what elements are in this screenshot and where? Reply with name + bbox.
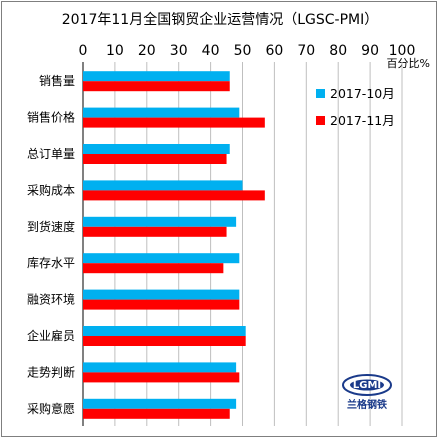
bar-oct	[83, 71, 230, 82]
x-tick-label: 90	[361, 43, 379, 59]
bar-oct	[83, 144, 230, 154]
bar-oct	[83, 253, 240, 264]
category-label: 融资环境	[27, 292, 75, 307]
lgmi-logo: LGMI 兰格钢铁	[342, 374, 392, 411]
x-tick-label: 80	[329, 43, 347, 59]
x-axis-ticks: 0 10 20 30 40 50 60 70 80 90 100	[79, 43, 416, 59]
category-label: 总订单量	[27, 147, 75, 161]
x-tick-label: 100	[389, 43, 416, 59]
bar-oct	[83, 398, 237, 409]
unit-label: 百分比%	[387, 57, 430, 70]
x-tick-label: 10	[106, 43, 124, 59]
category-label: 到货速度	[27, 219, 75, 234]
category-label: 采购意愿	[27, 401, 75, 416]
bar-nov	[83, 372, 240, 383]
bar-nov	[83, 81, 230, 92]
bar-oct	[83, 326, 246, 336]
legend-swatch	[316, 116, 325, 125]
x-tick-label: 20	[138, 43, 156, 59]
bar-nov	[83, 263, 224, 274]
legend-label: 2017-10月	[330, 86, 395, 101]
category-label: 采购成本	[27, 182, 75, 197]
x-tick-label: 60	[265, 43, 283, 59]
bar-oct	[83, 180, 243, 191]
chart-title: 2017年11月全国钢贸企业运营情况（LGSC-PMI）	[62, 11, 378, 28]
logo-caption: 兰格钢铁	[347, 398, 387, 411]
x-tick-label: 50	[234, 43, 252, 59]
bar-oct	[83, 216, 237, 227]
category-label: 企业雇员	[27, 328, 75, 343]
legend: 2017-10月 2017-11月	[316, 86, 395, 128]
category-label: 库存水平	[27, 255, 75, 270]
bar-nov	[83, 117, 265, 128]
legend-swatch	[316, 89, 325, 98]
bar-oct	[83, 107, 240, 118]
x-tick-label: 30	[170, 43, 188, 59]
bar-oct	[83, 289, 240, 300]
logo-text: LGMI	[353, 380, 381, 391]
bar-nov	[83, 408, 230, 419]
bar-nov	[83, 226, 227, 237]
bars	[83, 71, 265, 419]
bar-nov	[83, 336, 246, 346]
bar-nov	[83, 299, 240, 310]
x-tick-label: 70	[297, 43, 315, 59]
bar-nov	[83, 154, 227, 164]
x-tick-label: 0	[79, 43, 88, 59]
category-label: 销售价格	[27, 110, 75, 125]
bar-nov	[83, 190, 265, 201]
category-label: 销售量	[39, 73, 75, 88]
x-tick-label: 40	[202, 43, 220, 59]
bar-oct	[83, 362, 237, 373]
category-label: 走势判断	[27, 364, 75, 379]
legend-label: 2017-11月	[330, 113, 395, 128]
